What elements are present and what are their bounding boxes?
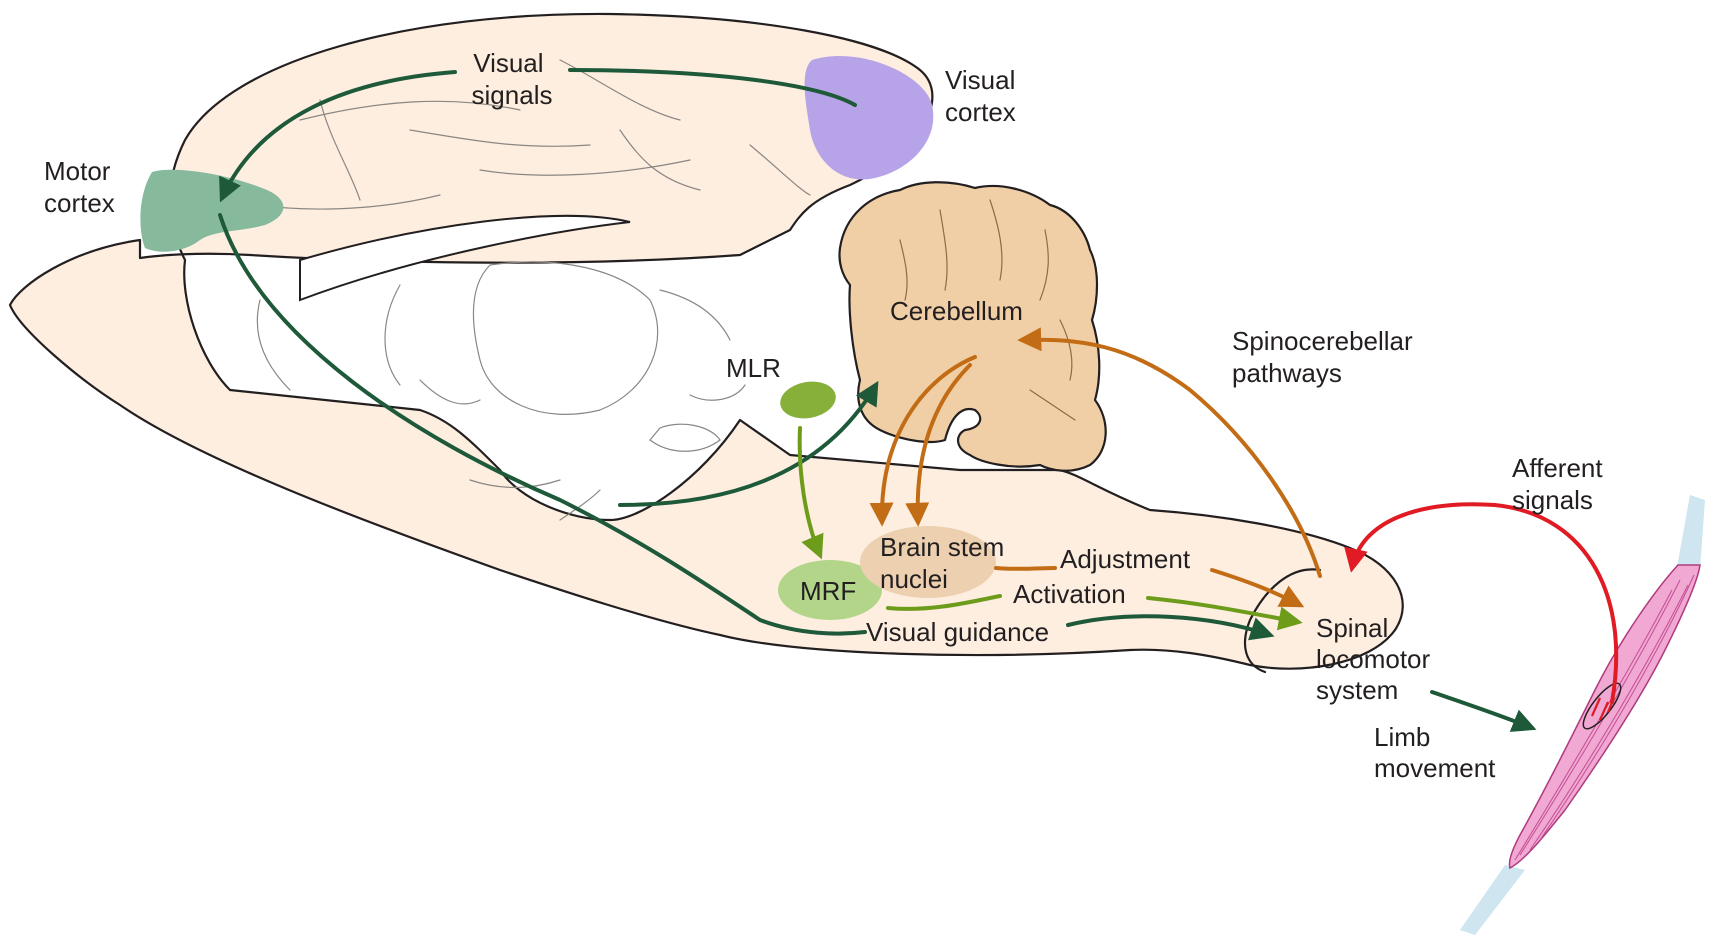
muscle-spindle-icon xyxy=(1582,682,1622,730)
cerebellum-region xyxy=(838,181,1107,472)
spinocerebellar-label: Spinocerebellar pathways xyxy=(1232,326,1420,388)
adjustment-pathway xyxy=(994,566,1057,571)
adjustment-pathway-arrow xyxy=(1210,568,1305,608)
activation-label: Activation xyxy=(1013,579,1126,609)
cerebellum-to-nuclei-pathway xyxy=(869,355,977,527)
afferent-signals-label: Afferent signals xyxy=(1512,453,1610,515)
activation-pathway xyxy=(886,594,1002,611)
brain-stem-nuclei-label: Brain stem nuclei xyxy=(880,532,1012,594)
tendon-top xyxy=(1675,495,1705,578)
mlr-nucleus xyxy=(780,381,836,419)
spinal-locomotor-label: Spinal locomotor system xyxy=(1316,613,1437,705)
spinocerebellar-pathway xyxy=(1017,327,1322,578)
muscle-fibers xyxy=(1514,574,1695,861)
visual-guidance-label: Visual guidance xyxy=(866,617,1049,647)
visual-cortex-label: Visual cortex xyxy=(945,65,1023,127)
visual-signals-label: Visual signals xyxy=(472,48,553,110)
visual-guidance-pathway xyxy=(1066,614,1275,641)
motor-descending-pathway xyxy=(218,213,867,636)
motor-cortex-label: Motor cortex xyxy=(44,156,118,218)
tendon-bottom xyxy=(1460,865,1525,935)
limb-movement-label: Limb movement xyxy=(1374,722,1496,783)
adjustment-label: Adjustment xyxy=(1060,544,1191,574)
mrf-nucleus xyxy=(778,560,882,620)
mlr-label: MLR xyxy=(726,353,781,383)
afferent-signals-pathway xyxy=(1344,502,1619,704)
brain-stem-nuclei-region xyxy=(860,526,996,598)
cerebellum-to-nuclei-pathway-2 xyxy=(905,363,972,527)
motor-cerebellar-pathway xyxy=(618,380,879,507)
cerebellum-label: Cerebellum xyxy=(890,296,1023,326)
brain-outline xyxy=(8,12,1404,670)
mlr-to-mrf-pathway xyxy=(797,426,824,560)
cerebellar-folia xyxy=(899,199,1076,421)
mrf-label: MRF xyxy=(800,576,856,606)
limb-movement-pathway xyxy=(1430,690,1537,732)
visual-signals-pathway xyxy=(222,68,857,198)
visual-cortex-region xyxy=(804,56,934,180)
activation-pathway-arrow xyxy=(1146,596,1303,631)
